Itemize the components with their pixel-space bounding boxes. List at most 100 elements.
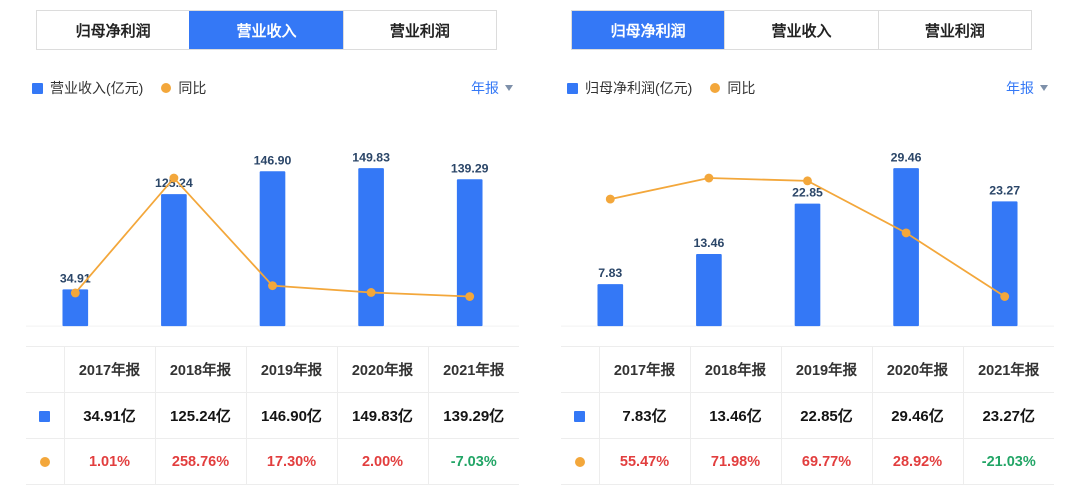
table-header-row: 2017年报 2018年报 2019年报 2020年报 2021年报: [561, 346, 1054, 393]
tab-bar: 归母净利润 营业收入 营业利润: [571, 10, 1032, 50]
value-cell: 139.29亿: [427, 392, 519, 439]
value-cell: 34.91亿: [63, 392, 156, 439]
line-series-icon: [574, 456, 585, 467]
period-dropdown-label: 年报: [1006, 80, 1034, 96]
period-dropdown[interactable]: 年报: [1006, 78, 1048, 98]
line-point: [901, 228, 911, 238]
bar-value-label: 7.83: [598, 266, 622, 280]
net-profit-chart: 7.83 13.46 22.85 29.46 23.27: [561, 150, 1054, 327]
chevron-down-icon: [1040, 85, 1048, 91]
period-dropdown-label: 年报: [471, 80, 499, 96]
bar-value-label: 139.29: [451, 161, 489, 175]
value-cell: 7.83亿: [598, 392, 691, 439]
bar-value-label: 146.90: [254, 153, 292, 167]
value-cell: 23.27亿: [962, 392, 1054, 439]
bar: [456, 179, 483, 327]
col-header: 2019年报: [780, 346, 873, 393]
line-point: [366, 288, 376, 297]
yoy-cell: 17.30%: [245, 438, 338, 485]
bar: [794, 203, 821, 327]
line-series-icon: [39, 456, 50, 467]
bar-series-icon: [574, 410, 586, 422]
tab-revenue[interactable]: 营业收入: [724, 11, 877, 49]
chart-legend: 归母净利润(亿元) 同比 年报: [567, 78, 1048, 98]
line-point: [605, 194, 615, 204]
col-header: 2017年报: [598, 346, 691, 393]
bar-value-label: 149.83: [352, 150, 390, 164]
tab-operating-profit[interactable]: 营业利润: [877, 11, 1031, 49]
value-cell: 149.83亿: [336, 392, 429, 439]
value-cell: 125.24亿: [154, 392, 247, 439]
bar-series-icon: [39, 410, 51, 422]
chevron-down-icon: [505, 85, 513, 91]
bar: [62, 289, 89, 327]
tab-net-profit[interactable]: 归母净利润: [572, 11, 725, 49]
yoy-cell: -21.03%: [962, 438, 1054, 485]
col-header: 2021年报: [427, 346, 519, 393]
bar: [696, 253, 722, 327]
tab-bar: 归母净利润 营业收入 营业利润: [36, 10, 497, 50]
col-header: 2020年报: [871, 346, 964, 393]
bar-legend-swatch: [567, 82, 578, 94]
table-header-row: 2017年报 2018年报 2019年报 2020年报 2021年报: [26, 346, 519, 393]
bar: [259, 171, 286, 327]
yoy-cell: 55.47%: [598, 438, 691, 485]
yoy-cell: 28.92%: [871, 438, 964, 485]
bar-value-label: 22.85: [792, 186, 823, 200]
line-point: [704, 173, 714, 183]
yoy-cell: 1.01%: [63, 438, 156, 485]
col-header: 2020年报: [336, 346, 429, 393]
tab-operating-profit[interactable]: 营业利润: [342, 11, 496, 49]
bar-legend-label: 营业收入(亿元): [50, 80, 144, 96]
yoy-row: 55.47% 71.98% 69.77% 28.92% -21.03%: [561, 438, 1054, 485]
bar-legend-label: 归母净利润(亿元): [585, 80, 693, 96]
bar: [358, 168, 384, 327]
row-icon-cell: [561, 392, 600, 439]
bar-value-label: 34.91: [60, 271, 91, 285]
bar: [161, 194, 187, 327]
col-header: 2019年报: [245, 346, 338, 393]
bar-value-label: 29.46: [891, 150, 922, 164]
yoy-cell: -7.03%: [427, 438, 519, 485]
line-point: [465, 292, 475, 301]
col-header: 2021年报: [962, 346, 1054, 393]
revenue-chart: 34.91 125.24 146.90 149.83 139.29: [26, 150, 519, 327]
revenue-data-table: 2017年报 2018年报 2019年报 2020年报 2021年报 34.91…: [26, 346, 519, 485]
yoy-cell: 2.00%: [336, 438, 429, 485]
bar: [597, 284, 624, 327]
bar: [893, 168, 919, 327]
line-point: [803, 176, 812, 186]
col-header: 2017年报: [63, 346, 156, 393]
bar-value-label: 23.27: [989, 183, 1020, 197]
value-cell: 146.90亿: [245, 392, 338, 439]
period-dropdown[interactable]: 年报: [471, 78, 513, 98]
value-cell: 13.46亿: [689, 392, 782, 439]
legend-column-spacer: [561, 346, 600, 393]
panel-net-profit: 归母净利润 营业收入 营业利润 归母净利润(亿元) 同比 年报 7.83 13.4…: [561, 10, 1054, 499]
line-legend-label: 同比: [178, 80, 207, 96]
line-legend-swatch: [710, 83, 721, 93]
yoy-cell: 258.76%: [154, 438, 247, 485]
bar-value-label: 13.46: [693, 236, 724, 250]
row-icon-cell: [26, 438, 65, 485]
bar-value-label: 125.24: [155, 176, 193, 190]
panel-revenue: 归母净利润 营业收入 营业利润 营业收入(亿元) 同比 年报 34.91 125.…: [26, 10, 519, 499]
yoy-cell: 71.98%: [689, 438, 782, 485]
tab-revenue[interactable]: 营业收入: [189, 11, 343, 49]
line-point: [169, 173, 179, 183]
bar-value-row: 7.83亿 13.46亿 22.85亿 29.46亿 23.27亿: [561, 392, 1054, 439]
value-cell: 22.85亿: [780, 392, 873, 439]
bar-value-row: 34.91亿 125.24亿 146.90亿 149.83亿 139.29亿: [26, 392, 519, 439]
row-icon-cell: [561, 438, 600, 485]
bar: [991, 201, 1018, 327]
row-icon-cell: [26, 392, 65, 439]
line-point: [268, 281, 277, 291]
col-header: 2018年报: [689, 346, 782, 393]
yoy-cell: 69.77%: [780, 438, 873, 485]
value-cell: 29.46亿: [871, 392, 964, 439]
bar-legend-swatch: [32, 82, 43, 94]
line-point: [1000, 292, 1010, 301]
net-profit-data-table: 2017年报 2018年报 2019年报 2020年报 2021年报 7.83亿…: [561, 346, 1054, 485]
tab-net-profit[interactable]: 归母净利润: [75, 22, 151, 40]
